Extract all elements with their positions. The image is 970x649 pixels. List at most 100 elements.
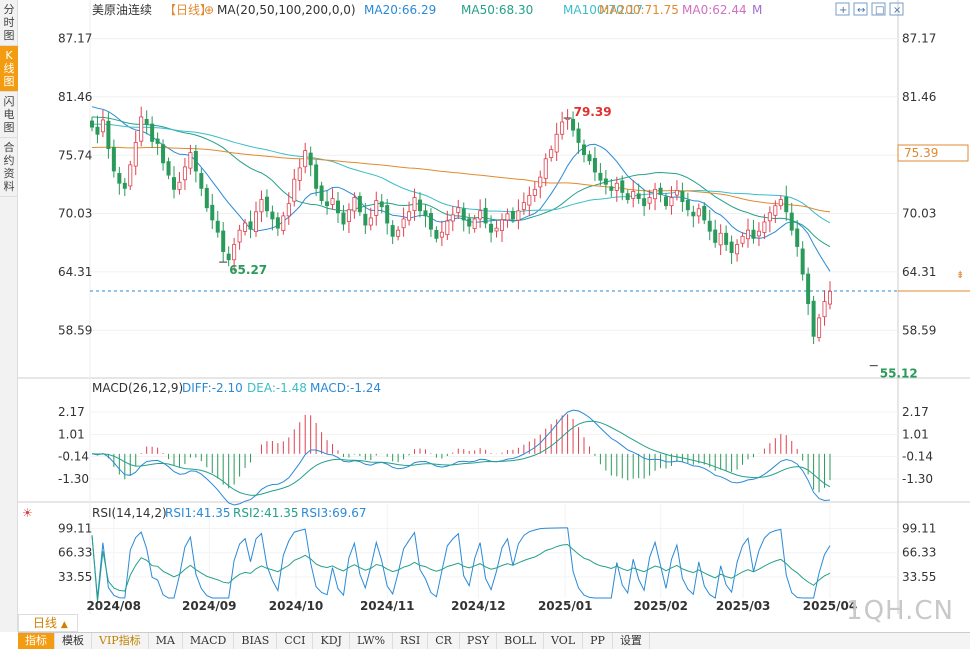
candle-body [762, 221, 767, 233]
candle-body [521, 202, 526, 210]
candle-body [680, 191, 685, 203]
tab-bias[interactable]: BIAS [234, 633, 278, 649]
candle-body [117, 173, 122, 184]
candle-body [778, 199, 783, 207]
candle-body [784, 196, 789, 213]
candle-body [735, 244, 740, 255]
chart-title: 美原油连续 [92, 2, 152, 17]
candle-body [549, 149, 554, 158]
candle-body [636, 193, 641, 199]
move-icon[interactable] [835, 2, 850, 16]
ma200-axis-tag [897, 144, 969, 162]
tab-cci[interactable]: CCI [277, 633, 314, 649]
ma-line-ma200 [91, 146, 831, 213]
tab-boll[interactable]: BOLL [497, 633, 545, 649]
candle-body [407, 211, 412, 221]
side-tab-bar: 分时图 K线图 闪电图 合约资料 [0, 0, 18, 632]
candle-body [270, 211, 275, 220]
macd-dea-value: DEA:-1.48 [247, 381, 307, 395]
macd-diff-line [91, 409, 831, 506]
candle-body [800, 248, 805, 275]
macd-tick-label-left: -0.14 [58, 450, 89, 464]
tab-cr[interactable]: CR [428, 633, 460, 649]
close-icon-glyph: × [893, 5, 901, 16]
macd-tick-label-right: 2.17 [902, 405, 929, 419]
price-tick-label-left: 70.03 [58, 207, 92, 221]
macd-panel [91, 409, 831, 506]
price-annotation: 65.27 [229, 263, 267, 277]
candle-body [385, 205, 390, 224]
candle-body [161, 144, 166, 164]
price-tick-label-left: 64.31 [58, 265, 92, 279]
candle-body [204, 187, 209, 209]
fullscreen-icon[interactable] [871, 2, 886, 16]
tab-rsi[interactable]: RSI [393, 633, 429, 649]
x-tick-label: 2025/03 [716, 599, 770, 613]
candle-body [510, 211, 515, 220]
candle-body [499, 219, 504, 231]
add-icon[interactable]: ⊕ [204, 3, 214, 17]
close-icon[interactable] [889, 2, 904, 16]
settings-sun-icon[interactable]: ☀ [22, 506, 33, 520]
tab-template[interactable]: 模板 [55, 633, 92, 649]
candle-body [166, 161, 171, 176]
candle-body [193, 151, 198, 172]
period-label: 日线 [33, 616, 58, 630]
macd-label: MACD(26,12,9) [92, 381, 183, 395]
candle-body [489, 223, 494, 233]
candle-body [428, 213, 433, 230]
tab-ma[interactable]: MA [149, 633, 183, 649]
price-tick-label-right: 70.03 [902, 207, 936, 221]
candle-body [325, 201, 330, 207]
candle-body [199, 173, 204, 189]
tab-settings[interactable]: 设置 [613, 633, 650, 649]
candle-body [292, 178, 297, 202]
candle-body [696, 208, 701, 217]
candle-body [751, 229, 756, 239]
candle-body [685, 199, 690, 211]
candle-body [806, 273, 811, 305]
candle-body [620, 180, 625, 193]
ma100-value: MA100:70.17 [563, 3, 643, 17]
candle-body [571, 118, 576, 131]
ma-more-value: M [752, 3, 762, 17]
ma-lines [91, 106, 831, 272]
candle-body [412, 197, 417, 211]
pan-icon[interactable] [853, 2, 868, 16]
tab-pp[interactable]: PP [583, 633, 613, 649]
candle-body [532, 188, 537, 196]
x-tick-label: 2025/02 [633, 599, 687, 613]
tab-vip-indicators[interactable]: VIP指标 [92, 633, 149, 649]
side-tab-timeshare[interactable]: 分时图 [0, 0, 18, 46]
tab-indicators[interactable]: 指标 [18, 633, 55, 649]
candle-body [314, 164, 319, 189]
tab-psy[interactable]: PSY [460, 633, 498, 649]
tab-vol[interactable]: VOL [544, 633, 584, 649]
side-tab-lightning[interactable]: 闪电图 [0, 92, 18, 138]
rsi-tick-label-left: 66.33 [58, 546, 92, 560]
kline-chart[interactable]: 87.1787.1781.4681.4675.7475.7470.0370.03… [18, 0, 970, 614]
candle-body [746, 229, 751, 240]
candle-body [587, 154, 592, 162]
candle-body [456, 207, 461, 213]
tab-macd[interactable]: MACD [183, 633, 235, 649]
side-tab-contract-info[interactable]: 合约资料 [0, 138, 18, 197]
price-tick-label-right: 58.59 [902, 323, 936, 337]
candle-body [155, 138, 160, 144]
side-tab-kline[interactable]: K线图 [0, 46, 18, 92]
candle-body [264, 196, 269, 212]
candle-body [439, 231, 444, 238]
tab-lw[interactable]: LW% [350, 633, 394, 649]
candle-body [308, 152, 313, 166]
candle-body [111, 146, 116, 172]
ma-line-ma100 [91, 123, 831, 224]
candle-body [210, 204, 215, 221]
price-annotation: 79.39 [574, 105, 612, 119]
period-selector[interactable]: 日线 ▲ [18, 614, 78, 632]
macd-tick-label-right: -1.30 [902, 472, 933, 486]
candle-body [724, 232, 729, 245]
candle-body [434, 229, 439, 239]
candle-body [374, 200, 379, 216]
fullscreen-icon-glyph: □ [875, 5, 884, 16]
tab-kdj[interactable]: KDJ [313, 633, 350, 649]
